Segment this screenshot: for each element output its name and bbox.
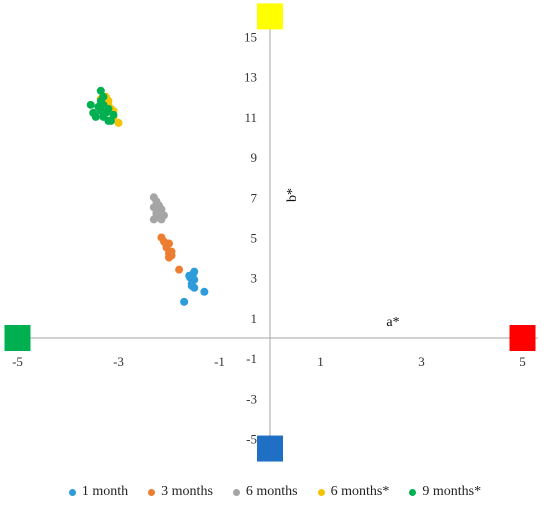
- legend-label: 9 months*: [422, 484, 482, 499]
- data-point: [167, 251, 176, 260]
- legend-swatch: [317, 488, 325, 496]
- data-points: [86, 86, 209, 306]
- legend-label: 3 months: [161, 484, 213, 499]
- legend-item: 6 months: [232, 484, 298, 500]
- y-tick-label: 11: [244, 110, 257, 125]
- legend-item: 1 month: [68, 484, 129, 500]
- series-0: [180, 267, 209, 306]
- x-tick-label: -1: [214, 354, 225, 369]
- data-point: [114, 118, 123, 127]
- x-tick-label: 5: [519, 354, 526, 369]
- corner-marker-yellow: [257, 3, 283, 30]
- legend-item: 6 months*: [317, 484, 390, 500]
- data-point: [180, 297, 189, 306]
- legend-label: 6 months: [245, 484, 298, 499]
- data-point: [190, 267, 199, 276]
- corner-marker-green: [4, 325, 31, 351]
- x-tick-label: -5: [12, 354, 23, 369]
- y-tick-label: 7: [251, 190, 258, 205]
- data-point: [96, 86, 105, 95]
- y-tick-label: 3: [251, 271, 258, 286]
- data-point: [104, 104, 113, 113]
- y-tick-label: 5: [251, 231, 258, 246]
- corner-markers: [4, 3, 536, 462]
- x-axis-label: a*: [386, 315, 399, 330]
- data-point: [157, 215, 166, 224]
- legend-item: 3 months: [148, 484, 213, 500]
- legend-label: 6 months*: [330, 484, 390, 499]
- data-point: [149, 193, 158, 202]
- legend-swatch: [68, 488, 76, 496]
- y-tick-label: 13: [244, 70, 257, 85]
- data-point: [106, 116, 115, 125]
- legend-label: 1 month: [81, 484, 129, 499]
- y-tick-label: 1: [251, 311, 258, 326]
- axis-labels: a* b*: [285, 188, 400, 330]
- series-1: [157, 233, 184, 274]
- legend-swatch: [409, 488, 417, 496]
- x-tick-label: 3: [418, 354, 425, 369]
- legend-swatch: [148, 488, 156, 496]
- data-point: [86, 100, 95, 109]
- data-point: [162, 241, 171, 250]
- data-point: [91, 112, 100, 121]
- y-tick-label: -5: [246, 432, 257, 447]
- y-tick-label: 9: [251, 150, 258, 165]
- data-point: [187, 281, 196, 290]
- y-axis-label: b*: [285, 188, 300, 202]
- data-point: [99, 92, 108, 101]
- y-tick-label: 15: [244, 30, 257, 45]
- data-point: [175, 265, 184, 274]
- corner-marker-red: [509, 325, 536, 351]
- data-point: [200, 287, 209, 296]
- data-point: [109, 110, 118, 119]
- legend-item: 9 months*: [409, 484, 481, 500]
- y-tick-label: -1: [246, 351, 257, 366]
- legend: 1 month 3 months 6 months 6 months* 9 months…: [0, 484, 550, 500]
- data-point: [157, 233, 166, 242]
- series-4: [86, 86, 118, 125]
- corner-marker-blue: [257, 435, 283, 462]
- x-tick-label: -3: [113, 354, 124, 369]
- x-tick-label: 1: [317, 354, 324, 369]
- series-2: [149, 193, 168, 224]
- y-tick-label: -3: [246, 391, 257, 406]
- legend-swatch: [232, 488, 240, 496]
